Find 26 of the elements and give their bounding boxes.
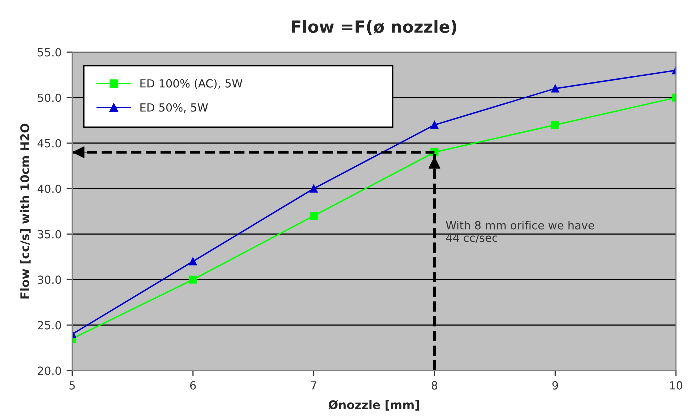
y-tick-label: 55.0	[38, 48, 62, 57]
point	[189, 276, 198, 284]
y-tick-label: 40.0	[38, 184, 62, 194]
x-tick-label: 10	[670, 381, 683, 390]
chart-title: Flow =F(ø nozzle)	[292, 20, 457, 36]
y-tick-label: 45.0	[38, 139, 62, 148]
x-tick-label: 6	[190, 381, 196, 390]
legend-label: ED 50%, 5W	[140, 104, 208, 114]
y-tick-label: 20.0	[38, 366, 62, 376]
y-axis-title: Flow [cc/s] with 10cm H2O	[20, 124, 31, 299]
legend-label: ED 100% (AC), 5W	[140, 79, 243, 90]
point	[430, 121, 439, 130]
y-tick-label: 50.0	[38, 94, 62, 102]
x-tick-label: 9	[552, 381, 558, 390]
y-tick-label: 30.0	[38, 276, 62, 284]
x-tick-label: 7	[311, 382, 317, 390]
point	[551, 121, 560, 130]
point	[189, 258, 198, 266]
y-tick-label: 25.0	[38, 321, 62, 330]
x-axis-title: Ønozzle [mm]	[328, 400, 420, 411]
x-tick-label: 5	[70, 382, 76, 390]
y-tick-label: 35.0	[38, 230, 62, 239]
point	[310, 212, 318, 220]
point	[551, 84, 560, 93]
x-tick-label: 8	[432, 381, 438, 390]
point	[310, 184, 318, 193]
